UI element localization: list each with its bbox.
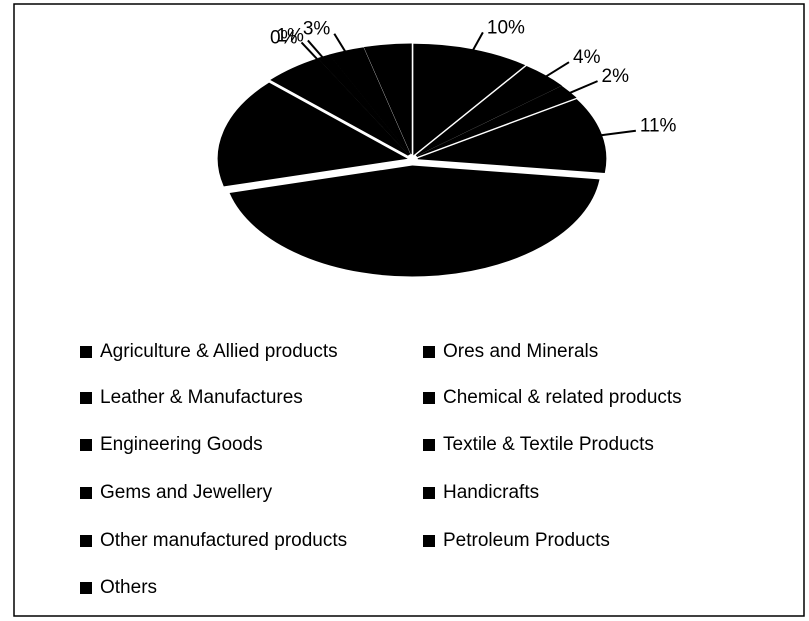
pie-slice — [329, 47, 411, 155]
legend-label: Engineering Goods — [100, 434, 263, 455]
legend-label: Petroleum Products — [443, 530, 610, 551]
leader-line — [470, 31, 484, 54]
pie-slice — [317, 54, 410, 155]
leader-line — [333, 33, 348, 55]
legend-swatch — [423, 535, 435, 547]
pie-slice — [229, 165, 600, 277]
legend-swatch — [80, 439, 92, 451]
pie-slice — [415, 66, 562, 157]
leader-line — [542, 61, 570, 80]
legend-swatch — [423, 487, 435, 499]
legend-swatch — [80, 582, 92, 594]
data-label: 0% — [270, 27, 298, 48]
data-label: 3% — [303, 19, 331, 40]
pie-slice — [363, 43, 412, 155]
legend-label: Chemical & related products — [443, 387, 682, 408]
legend-swatch — [80, 535, 92, 547]
data-label: 11% — [640, 116, 677, 137]
legend-label: Gems and Jewellery — [100, 482, 273, 503]
legend-swatch — [423, 392, 435, 404]
legend-label: Textile & Textile Products — [443, 434, 654, 455]
leader-line — [300, 41, 321, 63]
legend-swatch — [423, 346, 435, 358]
legend-swatch — [423, 439, 435, 451]
legend-swatch — [80, 487, 92, 499]
data-label: 2% — [602, 66, 630, 87]
legend-swatch — [80, 346, 92, 358]
pie-slice — [413, 43, 526, 156]
legend-label: Agriculture & Allied products — [100, 341, 338, 362]
legend-label: Ores and Minerals — [443, 341, 598, 362]
pie-slice — [217, 82, 408, 187]
data-label: 10% — [487, 17, 525, 38]
legend-label: Leather & Manufactures — [100, 387, 303, 408]
legend-swatch — [80, 392, 92, 404]
leader-line — [599, 129, 636, 137]
legend-label: Others — [100, 577, 157, 598]
legend-label: Handicrafts — [443, 482, 539, 503]
leader-line — [307, 39, 326, 61]
leader-line — [566, 80, 598, 95]
data-label: 1% — [276, 25, 304, 46]
pie-slice — [416, 85, 577, 157]
legend-label: Other manufactured products — [100, 530, 347, 551]
data-label: 4% — [573, 47, 601, 68]
